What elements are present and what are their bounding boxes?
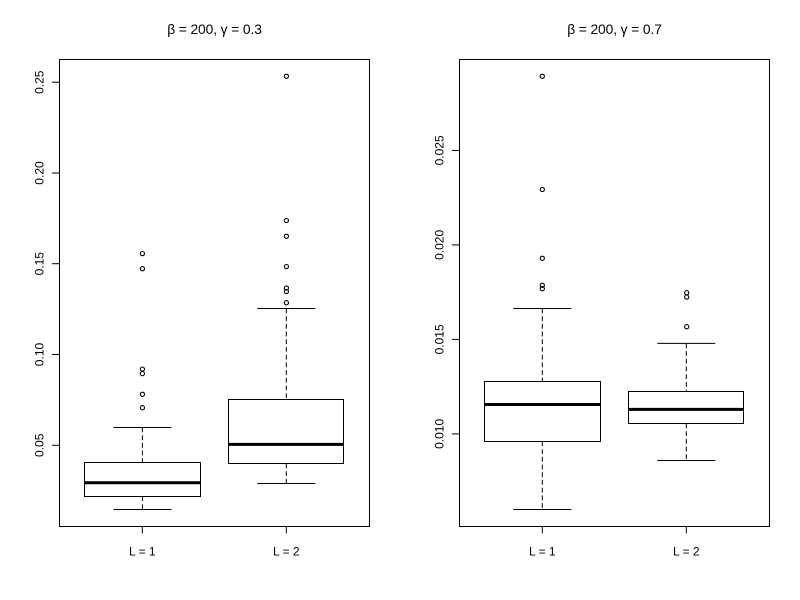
svg-text:0.010: 0.010 [433, 419, 447, 449]
svg-text:β = 200, γ = 0.3: β = 200, γ = 0.3 [167, 22, 262, 37]
svg-text:L = 2: L = 2 [673, 545, 700, 559]
svg-text:0.015: 0.015 [433, 324, 447, 354]
svg-text:0.20: 0.20 [33, 161, 47, 185]
svg-text:0.020: 0.020 [433, 230, 447, 260]
svg-text:L = 1: L = 1 [129, 545, 156, 559]
svg-text:0.10: 0.10 [33, 342, 47, 366]
svg-text:L = 1: L = 1 [529, 545, 556, 559]
svg-text:β = 200, γ = 0.7: β = 200, γ = 0.7 [567, 22, 662, 37]
svg-text:0.025: 0.025 [433, 135, 447, 165]
svg-text:0.25: 0.25 [33, 70, 47, 94]
svg-text:L = 2: L = 2 [273, 545, 300, 559]
svg-text:0.05: 0.05 [33, 433, 47, 457]
svg-text:0.15: 0.15 [33, 252, 47, 276]
